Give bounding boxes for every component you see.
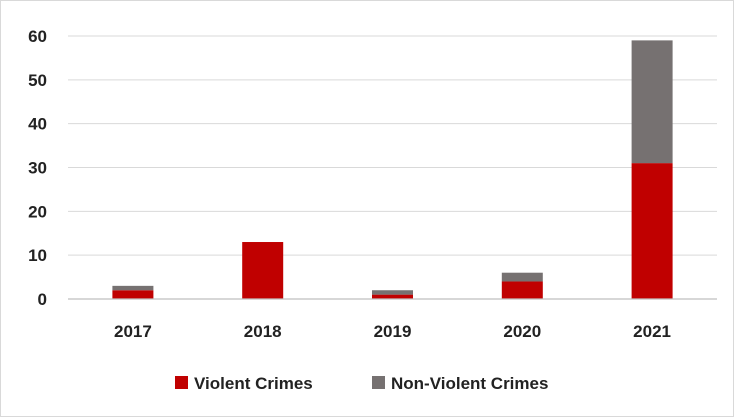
bar-2020-violent-crimes	[501, 281, 543, 299]
bar-2017-violent-crimes	[112, 290, 154, 299]
bar-2018-violent-crimes	[242, 242, 284, 299]
gridlines	[68, 35, 717, 256]
legend-label-violent-crimes: Violent Crimes	[194, 374, 313, 393]
legend-label-non-violent-crimes: Non-Violent Crimes	[391, 374, 548, 393]
y-axis-tick-labels: 0 10 20 30 40 50 60	[28, 27, 47, 309]
x-tick-label-2017: 2017	[114, 322, 152, 341]
x-axis-tick-labels: 2017 2018 2019 2020 2021	[114, 322, 671, 341]
bar-2017-non-violent-crimes	[112, 285, 154, 291]
bar-2019-violent-crimes	[372, 294, 413, 299]
x-tick-label-2020: 2020	[503, 322, 541, 341]
y-tick-label-50: 50	[28, 71, 47, 90]
bar-2019-non-violent-crimes	[372, 290, 413, 295]
bar-2021-non-violent-crimes	[631, 40, 673, 164]
x-tick-label-2021: 2021	[633, 322, 671, 341]
legend: Violent Crimes Non-Violent Crimes	[175, 374, 548, 393]
bar-2021-violent-crimes	[631, 163, 673, 299]
bar-2020-non-violent-crimes	[501, 272, 543, 282]
legend-swatch-violent-crimes	[175, 376, 188, 389]
y-tick-label-20: 20	[28, 202, 47, 221]
y-tick-label-10: 10	[28, 246, 47, 265]
x-tick-label-2019: 2019	[374, 322, 412, 341]
bars	[112, 40, 673, 299]
y-tick-label-60: 60	[28, 27, 47, 46]
y-tick-label-40: 40	[28, 115, 47, 134]
legend-swatch-non-violent-crimes	[372, 376, 385, 389]
y-tick-label-30: 30	[28, 159, 47, 178]
x-tick-label-2018: 2018	[244, 322, 282, 341]
y-tick-label-0: 0	[38, 290, 47, 309]
